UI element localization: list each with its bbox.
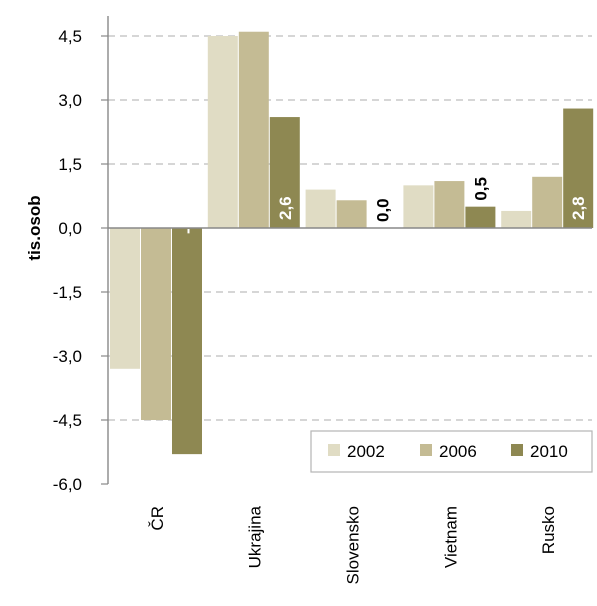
legend: 2002 2006 2010 xyxy=(310,430,593,473)
legend-swatch xyxy=(511,444,523,456)
legend-box xyxy=(310,430,593,473)
y-tick-label: -3,0 xyxy=(53,347,82,366)
bar xyxy=(563,108,594,228)
bar xyxy=(238,31,269,228)
legend-label: 2010 xyxy=(530,442,568,461)
bar xyxy=(336,200,367,228)
bar xyxy=(172,228,202,455)
bar xyxy=(305,189,336,228)
gridlines xyxy=(108,35,592,421)
bar xyxy=(207,36,238,228)
x-tick-label: Ukrajina xyxy=(246,505,265,568)
y-tick-label: 1,5 xyxy=(58,155,82,174)
y-tick-label: -6,0 xyxy=(53,475,82,494)
bar xyxy=(434,181,465,228)
legend-swatch xyxy=(328,444,340,456)
data-labels: -5,3 2,6 0,0 0,5 2,8 xyxy=(178,177,588,234)
y-tick-label: 4,5 xyxy=(58,27,82,46)
y-tick-label: 3,0 xyxy=(58,91,82,110)
data-label: 0,0 xyxy=(374,198,393,222)
x-tick-labels: ČR Ukrajina Slovensko Vietnam Rusko xyxy=(148,505,558,584)
data-label: -5,3 xyxy=(178,205,197,234)
x-tick-label: Vietnam xyxy=(441,506,460,568)
x-tick-label: Slovensko xyxy=(344,506,363,584)
x-tick-label: ČR xyxy=(148,506,167,531)
y-tick-labels: 4,5 3,0 1,5 0,0 -1,5 -3,0 -4,5 -6,0 xyxy=(53,27,82,494)
legend-swatch xyxy=(420,444,432,456)
bar xyxy=(465,206,496,228)
y-tick-label: -1,5 xyxy=(53,283,82,302)
legend-label: 2006 xyxy=(439,442,477,461)
bar xyxy=(110,228,140,369)
axes xyxy=(101,16,592,485)
legend-label: 2002 xyxy=(347,442,385,461)
bar xyxy=(141,228,171,420)
data-label: 0,5 xyxy=(471,177,490,201)
bar xyxy=(403,185,434,228)
y-tick-label: 0,0 xyxy=(58,219,82,238)
data-label: 2,6 xyxy=(276,196,295,220)
bar xyxy=(532,176,563,228)
x-tick-label: Rusko xyxy=(539,506,558,554)
bars xyxy=(110,31,594,455)
y-axis-label: tis.osob xyxy=(25,195,44,260)
bar xyxy=(501,210,532,228)
bar xyxy=(269,117,300,228)
y-tick-label: -4,5 xyxy=(53,411,82,430)
data-label: 2,8 xyxy=(569,196,588,220)
